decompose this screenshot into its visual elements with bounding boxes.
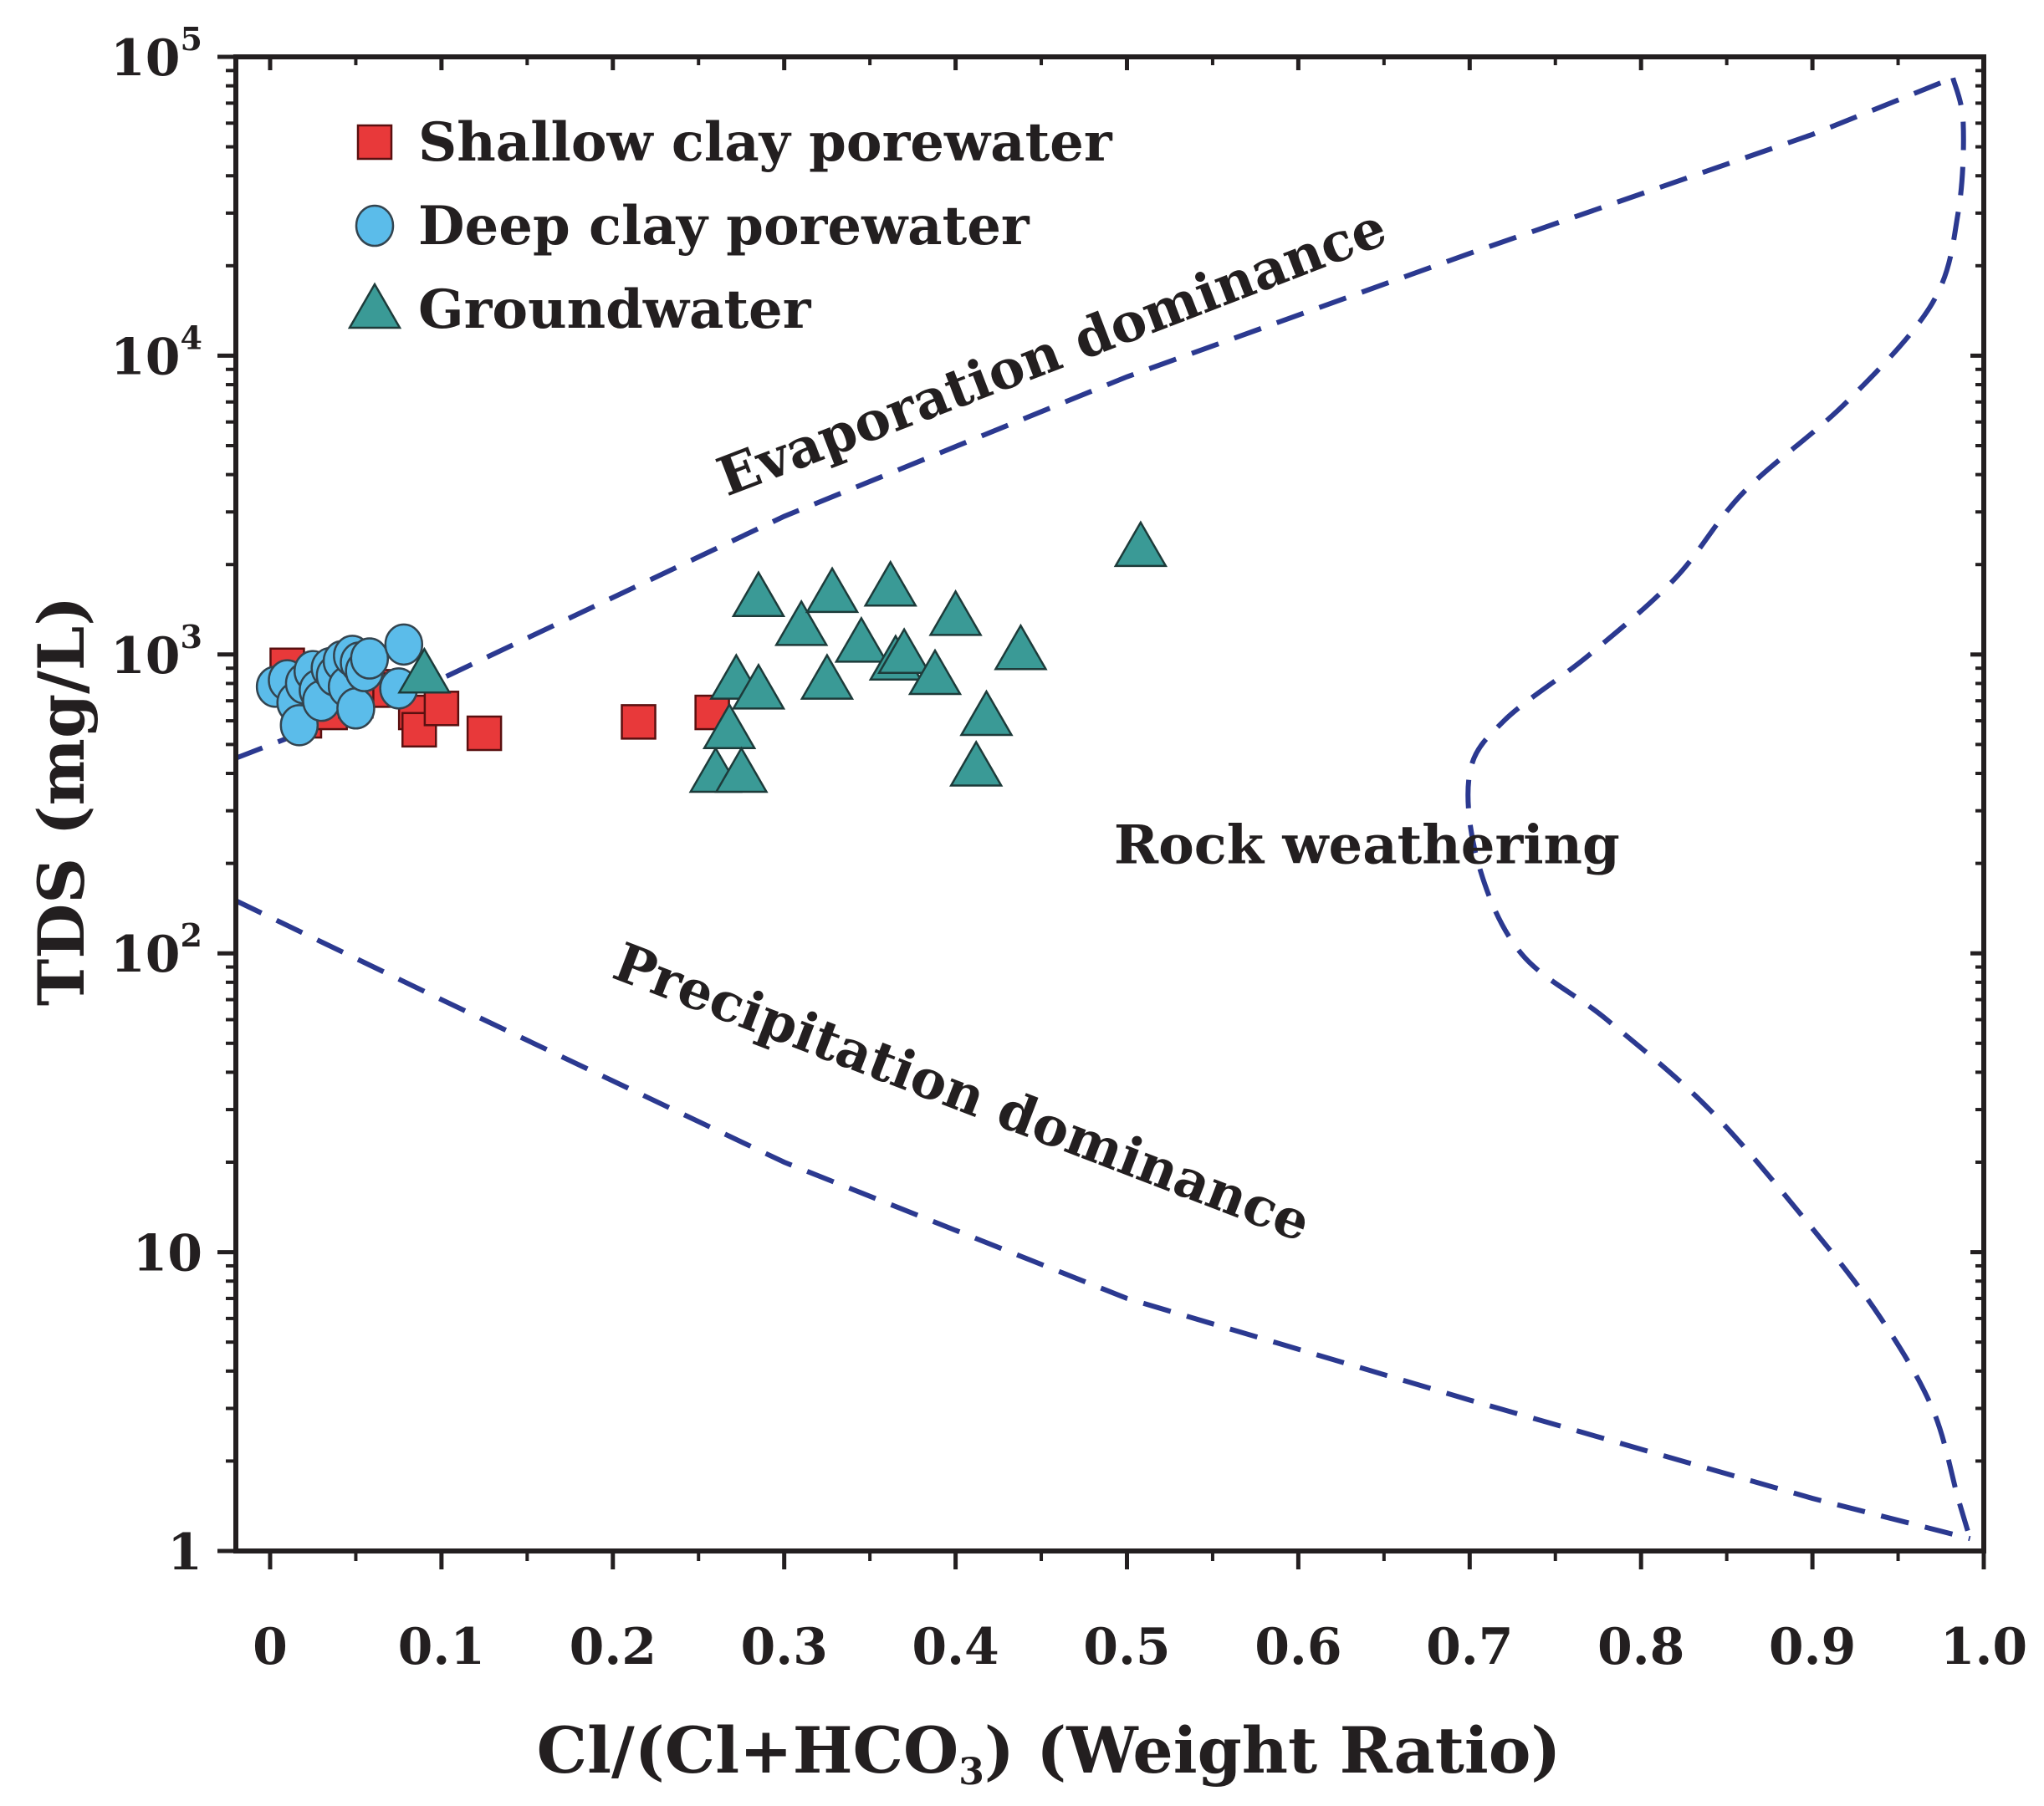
- x-tick-label: 0.7: [1426, 1618, 1513, 1676]
- data-point: [863, 559, 917, 607]
- data-point: [907, 648, 963, 696]
- x-axis-label-sub: 3: [958, 1751, 984, 1793]
- data-point: [800, 653, 855, 700]
- data-point: [928, 589, 983, 636]
- legend-label: Deep clay porewater: [418, 195, 1030, 258]
- x-tick-label: 0.2: [570, 1618, 657, 1676]
- y-axis-label: TDS (mg/L): [24, 596, 99, 1006]
- y-tick-exp: 5: [181, 20, 202, 58]
- legend-marker-square: [356, 124, 393, 161]
- y-tick-exp: 2: [181, 916, 202, 954]
- data-point: [1113, 520, 1168, 568]
- data-point: [423, 691, 460, 727]
- region-label: Rock weathering: [1114, 814, 1620, 877]
- legend: Shallow clay porewater Deep clay porewate…: [347, 111, 1113, 341]
- data-point: [805, 566, 860, 614]
- y-tick-exp: 3: [181, 618, 202, 656]
- y-tick-label: 10: [133, 1225, 203, 1283]
- legend-marker-circle: [355, 204, 395, 247]
- x-tick-label: 0.6: [1255, 1618, 1341, 1676]
- y-tick-label: 102: [110, 916, 202, 984]
- boundary-right-line: [1465, 77, 1973, 1540]
- data-point: [774, 599, 829, 646]
- data-point: [397, 646, 452, 694]
- y-tick-base: 10: [110, 926, 181, 984]
- y-tick-label: 1: [167, 1523, 202, 1582]
- x-tick-label: 0.3: [740, 1618, 827, 1676]
- data-point: [702, 702, 757, 750]
- region-label: Precipitation dominance: [606, 931, 1319, 1254]
- x-tick-label: 0.8: [1597, 1618, 1684, 1676]
- x-tick-label: 0.4: [912, 1618, 999, 1676]
- x-axis-label: Cl/(Cl+HCO3) (Weight Ratio): [537, 1713, 1561, 1793]
- y-tick-base: 10: [110, 627, 181, 686]
- data-point: [949, 739, 1004, 787]
- y-tick-label: 105: [110, 20, 202, 88]
- x-tick-label: 0.1: [398, 1618, 485, 1676]
- data-point: [959, 689, 1014, 737]
- series-triangle: [397, 520, 1168, 793]
- y-tick-label: 104: [110, 319, 202, 386]
- plot-frame: [233, 54, 1986, 1553]
- axes: 0 0.1 0.2 0.3 0.4 0.5 0.6 0.7 0.8 0.9 1.0110102103…: [110, 20, 2027, 1676]
- x-tick-label: 0: [253, 1618, 288, 1676]
- boundary-lines: [234, 75, 1973, 1542]
- y-tick-base: 10: [110, 328, 181, 386]
- legend-label: Shallow clay porewater: [418, 111, 1113, 174]
- boundary-lower-line: [234, 898, 1971, 1542]
- data-point: [621, 704, 657, 740]
- data-point: [384, 623, 424, 666]
- y-tick-base: 10: [110, 29, 181, 88]
- legend-label: Groundwater: [418, 278, 812, 341]
- data-point: [714, 746, 769, 793]
- data-point: [876, 627, 932, 675]
- x-tick-label: 0.9: [1769, 1618, 1856, 1676]
- data-point: [994, 623, 1048, 671]
- y-tick-label: 103: [110, 618, 202, 686]
- y-tick-exp: 4: [181, 319, 202, 356]
- data-points: [255, 520, 1168, 793]
- x-tick-label: 1.0: [1940, 1618, 2027, 1676]
- data-point: [336, 687, 376, 730]
- data-point: [731, 570, 786, 618]
- x-axis-label-main: Cl/(Cl+HCO: [537, 1713, 959, 1788]
- data-point: [350, 637, 390, 680]
- data-point: [834, 615, 889, 663]
- legend-marker-triangle: [347, 282, 402, 329]
- boundary-upper-line: [234, 75, 1955, 761]
- x-axis-label-end: ) (Weight Ratio): [984, 1713, 1561, 1788]
- x-tick-label: 0.5: [1083, 1618, 1170, 1676]
- data-point: [466, 715, 503, 752]
- data-point: [731, 662, 786, 710]
